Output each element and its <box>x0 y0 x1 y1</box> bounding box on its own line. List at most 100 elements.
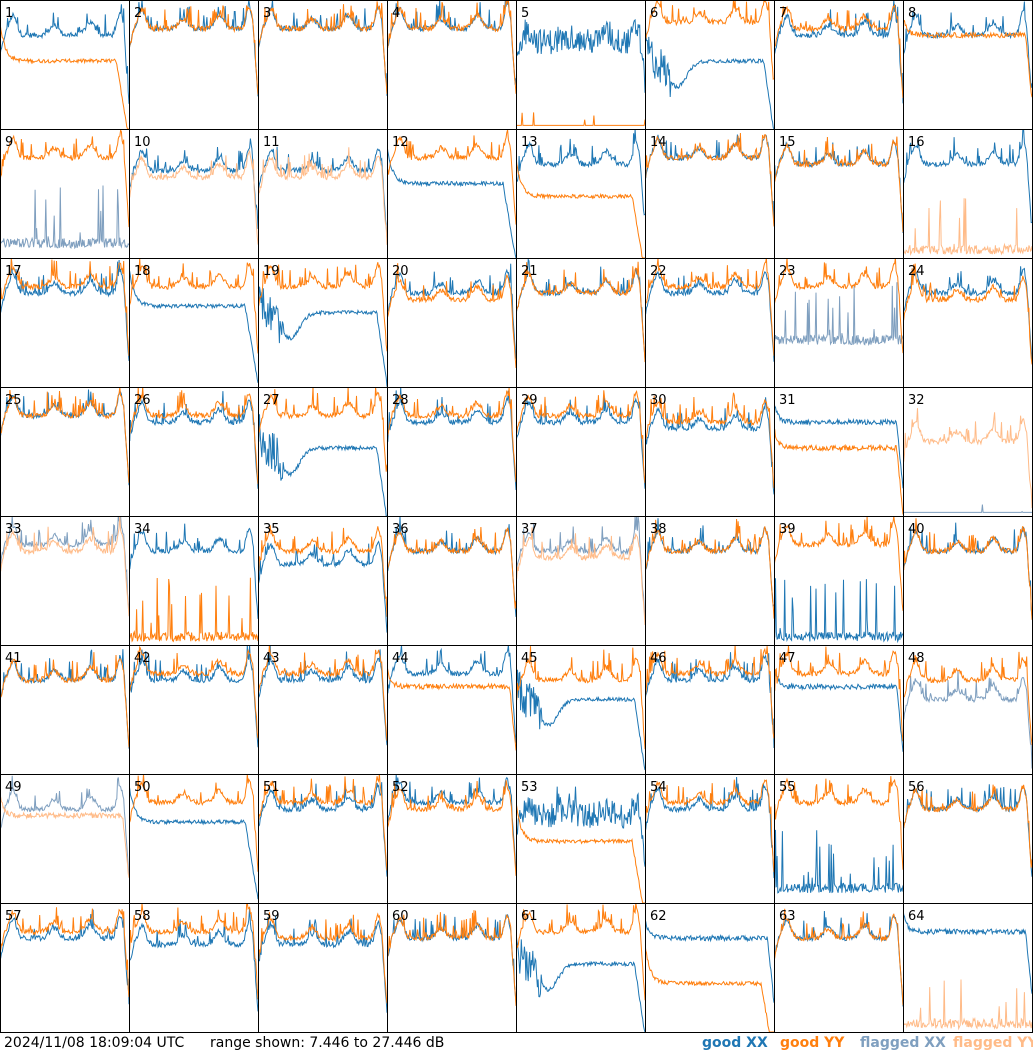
panel-34-yy-trace <box>129 577 258 643</box>
panel-9: 9 <box>0 129 130 259</box>
panel-27-traces <box>258 387 387 516</box>
panel-55-yy-trace <box>774 776 903 870</box>
panel-54-xx-trace <box>645 776 774 879</box>
panel-19: 19 <box>258 258 388 388</box>
panel-25-traces <box>0 387 129 486</box>
panel-58-label: 58 <box>134 909 151 924</box>
panel-64-yy-trace <box>903 979 1032 1031</box>
panel-13-traces <box>516 129 645 258</box>
panel-37-traces <box>516 516 645 626</box>
panel-55: 55 <box>774 774 904 904</box>
panel-61: 61 <box>516 903 646 1033</box>
panel-17-traces <box>0 258 129 361</box>
panel-12-yy-trace <box>387 129 516 225</box>
panel-9-yy-trace <box>0 129 129 228</box>
panel-35-traces <box>258 525 387 633</box>
panel-28-traces <box>387 387 516 491</box>
panel-9-label: 9 <box>5 135 13 150</box>
panel-53-label: 53 <box>521 780 538 795</box>
panel-9-xx-trace <box>0 185 129 250</box>
panel-1: 1 <box>0 0 130 130</box>
panel-19-traces <box>258 262 387 387</box>
panel-14-traces <box>645 132 774 227</box>
panel-39-yy-trace <box>774 516 903 611</box>
panel-50: 50 <box>129 774 259 904</box>
panel-44-xx-trace <box>387 645 516 743</box>
panel-2: 2 <box>129 0 259 130</box>
panel-55-traces <box>774 776 903 894</box>
panel-23-traces <box>774 258 903 354</box>
panel-62-yy-trace <box>645 943 774 1032</box>
legend-good-yy: good YY <box>780 1035 845 1051</box>
panel-3-traces <box>258 0 387 96</box>
panel-20: 20 <box>387 258 517 388</box>
panel-52-xx-trace <box>387 774 516 870</box>
panel-29-label: 29 <box>521 393 538 408</box>
panel-13-label: 13 <box>521 135 538 150</box>
panel-56-traces <box>903 784 1032 877</box>
panel-63: 63 <box>774 903 904 1033</box>
panel-8-xx-trace <box>903 1 1032 89</box>
panel-36-label: 36 <box>392 522 409 537</box>
panel-26-xx-trace <box>129 391 258 489</box>
panel-61-traces <box>516 903 645 1032</box>
panel-41: 41 <box>0 645 130 775</box>
panel-56: 56 <box>903 774 1033 904</box>
panel-27-label: 27 <box>263 393 280 408</box>
range-text: range shown: 7.446 to 27.446 dB <box>210 1035 445 1051</box>
panel-5-label: 5 <box>521 6 529 21</box>
panel-57-yy-trace <box>0 907 129 998</box>
panel-48-traces <box>903 651 1032 769</box>
panel-46-yy-trace <box>645 645 774 739</box>
panel-23: 23 <box>774 258 904 388</box>
panel-6-yy-trace <box>645 0 774 80</box>
panel-42-label: 42 <box>134 651 151 666</box>
panel-64-xx-trace <box>903 909 1032 994</box>
panel-15-traces <box>774 136 903 234</box>
panel-49-traces <box>0 775 129 878</box>
panel-7-border <box>774 0 904 130</box>
panel-45-yy-trace <box>516 646 645 750</box>
panel-47-label: 47 <box>779 651 796 666</box>
panel-42: 42 <box>129 645 259 775</box>
panel-52-label: 52 <box>392 780 409 795</box>
panel-26-label: 26 <box>134 393 151 408</box>
panel-64-traces <box>903 909 1032 1031</box>
panel-29-traces <box>516 389 645 489</box>
panel-14-label: 14 <box>650 135 667 150</box>
panel-8-yy-trace <box>903 16 1032 98</box>
panel-47-xx-trace <box>774 665 903 752</box>
panel-62: 62 <box>645 903 775 1033</box>
panel-63-yy-trace <box>774 908 903 1006</box>
panel-7-xx-trace <box>774 0 903 104</box>
panel-38-traces <box>645 518 774 619</box>
panel-17: 17 <box>0 258 130 388</box>
panel-31-yy-trace <box>774 429 903 515</box>
panel-31: 31 <box>774 387 904 517</box>
panel-29-yy-trace <box>516 389 645 484</box>
panel-14-yy-trace <box>645 132 774 227</box>
panel-27-yy-trace <box>258 387 387 472</box>
panel-15-xx-trace <box>774 138 903 234</box>
panel-63-label: 63 <box>779 909 796 924</box>
panel-15: 15 <box>774 129 904 259</box>
panel-23-xx-trace <box>774 282 903 347</box>
panel-10-xx-trace <box>129 138 258 229</box>
panel-48-label: 48 <box>908 651 925 666</box>
panel-8-traces <box>903 1 1032 98</box>
panel-12: 12 <box>387 129 517 259</box>
legend-flagged-xx: flagged XX <box>860 1035 946 1051</box>
panel-43: 43 <box>258 645 388 775</box>
panel-18-label: 18 <box>134 264 151 279</box>
panel-44: 44 <box>387 645 517 775</box>
panel-26: 26 <box>129 387 259 517</box>
panel-41-yy-trace <box>0 652 129 748</box>
panel-62-xx-trace <box>645 919 774 1003</box>
panel-24-yy-trace <box>903 263 1032 365</box>
panel-60-traces <box>387 910 516 1006</box>
panel-22-traces <box>645 258 774 362</box>
panel-7-label: 7 <box>779 6 787 21</box>
panel-39-xx-trace <box>774 578 903 644</box>
panel-13-xx-trace <box>516 129 645 216</box>
